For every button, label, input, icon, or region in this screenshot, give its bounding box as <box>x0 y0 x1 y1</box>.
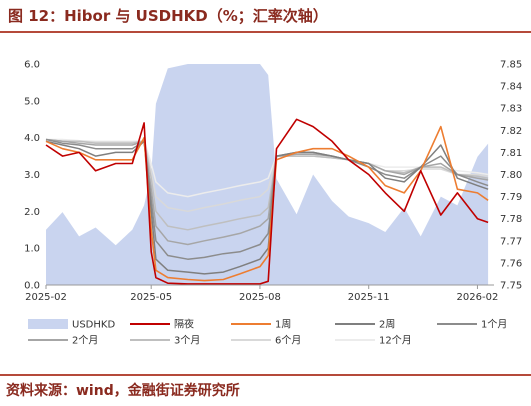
series-line-m3 <box>45 138 489 231</box>
y-left-tick-label: 2.0 <box>24 207 40 218</box>
legend-label: USDHKD <box>72 320 115 331</box>
y-left-tick-label: 1.0 <box>24 244 40 255</box>
legend-item-w1: 1周 <box>231 319 291 331</box>
y-left-tick-label: 5.0 <box>24 96 40 107</box>
legend-label: 6个月 <box>275 335 301 347</box>
series-line-m12 <box>46 138 489 198</box>
legend-item-usdhkd_area: USDHKD <box>28 319 115 331</box>
y-right-tick-label: 7.85 <box>500 60 522 71</box>
y-right-tick-label: 7.82 <box>500 126 522 137</box>
legend-item-w2: 2周 <box>335 319 395 331</box>
y-left-tick-label: 0.0 <box>24 281 40 292</box>
y-right-tick-label: 7.78 <box>500 214 522 225</box>
legend-label: 2周 <box>379 319 395 331</box>
legend-item-m3: 3个月 <box>130 335 200 347</box>
legend: USDHKD 隔夜 1周 2周 1个月 2个月 3个月 6个月 12个月 <box>28 318 507 347</box>
legend-label: 1周 <box>275 319 291 331</box>
source-divider <box>0 374 531 376</box>
legend-swatch <box>28 319 68 329</box>
legend-label: 2个月 <box>72 335 98 347</box>
x-tick-label: 2025-08 <box>239 292 281 303</box>
chart-title: 图 12：Hibor 与 USDHKD（%；汇率次轴） <box>8 7 328 25</box>
y-right-axis: 7.75 7.76 7.77 7.78 7.79 7.80 7.81 7.82 7.83 7.84… <box>500 60 522 292</box>
y-left-tick-label: 4.0 <box>24 133 40 144</box>
series-line-w1 <box>45 125 489 282</box>
legend-label: 3个月 <box>174 335 200 347</box>
y-left-tick-label: 3.0 <box>24 170 40 181</box>
legend-label: 隔夜 <box>174 318 194 331</box>
x-tick-label: 2025-11 <box>348 292 390 303</box>
series-line-overnight <box>45 118 489 285</box>
series-line-w2 <box>45 140 489 275</box>
y-right-tick-label: 7.83 <box>500 104 522 115</box>
y-right-tick-label: 7.76 <box>500 258 522 269</box>
series-line-m1 <box>45 138 489 260</box>
y-right-tick-label: 7.75 <box>500 281 522 292</box>
series-line-m2 <box>45 138 489 246</box>
legend-item-m1: 1个月 <box>437 319 507 331</box>
legend-item-m2: 2个月 <box>28 335 98 347</box>
x-tick-label: 2025-02 <box>25 292 67 303</box>
y-right-tick-label: 7.79 <box>500 192 522 203</box>
legend-item-m12: 12个月 <box>335 335 412 347</box>
y-right-tick-label: 7.81 <box>500 148 522 159</box>
source-note: 资料来源：wind，金融街证券研究所 <box>6 383 240 399</box>
hibor-usdhkd-chart: 2025-02 2025-05 2025-08 2025-11 2026-02 0.0 1… <box>24 60 522 347</box>
y-right-tick-label: 7.84 <box>500 82 522 93</box>
legend-item-m6: 6个月 <box>231 335 301 347</box>
title-divider <box>0 31 531 33</box>
y-right-tick-label: 7.77 <box>500 236 522 247</box>
legend-item-overnight: 隔夜 <box>130 318 194 331</box>
x-tick-label: 2025-05 <box>130 292 172 303</box>
y-left-axis: 0.0 1.0 2.0 3.0 4.0 5.0 6.0 <box>24 60 40 292</box>
legend-label: 12个月 <box>379 335 412 347</box>
plot-area <box>45 64 489 285</box>
x-axis: 2025-02 2025-05 2025-08 2025-11 2026-02 <box>25 284 499 303</box>
legend-label: 1个月 <box>481 319 507 331</box>
x-tick-label: 2026-02 <box>457 292 499 303</box>
y-right-tick-label: 7.80 <box>500 170 522 181</box>
y-left-tick-label: 6.0 <box>24 60 40 71</box>
series-area-usdhkd <box>46 64 489 285</box>
